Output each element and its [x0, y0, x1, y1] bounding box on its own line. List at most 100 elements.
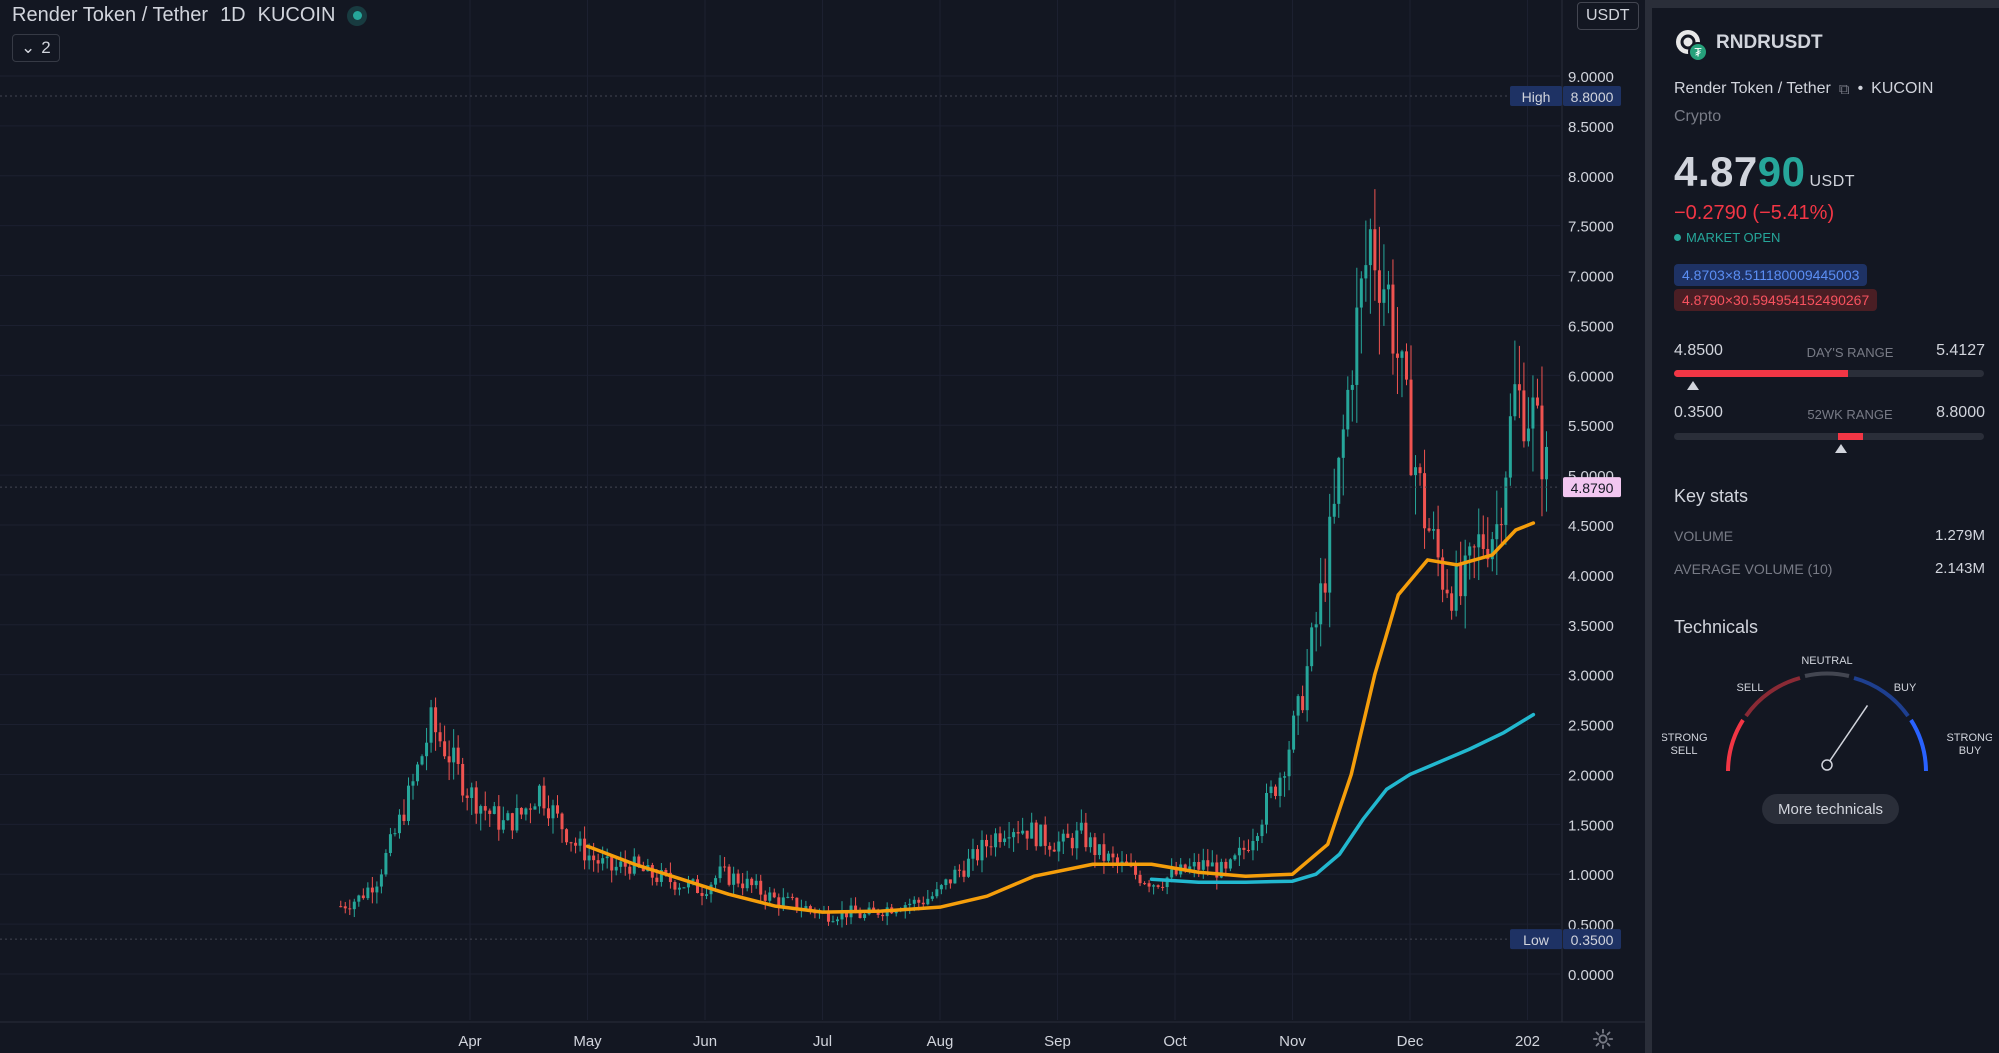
candle-body [994, 833, 998, 848]
candle-body [1170, 869, 1174, 878]
candle-body [831, 921, 835, 923]
candle-body [917, 899, 921, 903]
candle-body [1526, 428, 1530, 442]
candle-body [1310, 627, 1314, 667]
x-tick-label: Apr [458, 1033, 481, 1050]
y-tick-label: 4.5000 [1568, 518, 1614, 535]
candle-body [470, 787, 474, 798]
candle-body [447, 756, 451, 763]
candle-body [375, 886, 379, 893]
candle-body [1368, 229, 1372, 266]
price-currency: USDT [1809, 173, 1856, 190]
candle-body [1544, 446, 1548, 480]
candle-body [763, 894, 767, 901]
candle-body [569, 842, 573, 844]
description-text[interactable]: Render Token / Tether [1674, 80, 1831, 97]
candle-body [686, 880, 690, 888]
candle-body [1522, 390, 1526, 442]
candle-body [1319, 583, 1323, 625]
candle-body [1265, 793, 1269, 825]
legend-interval[interactable]: 1D [220, 4, 246, 26]
candle-body [953, 869, 957, 884]
candle-body [1468, 546, 1472, 556]
currency-badge[interactable]: USDT [1577, 2, 1639, 30]
candle-body [1237, 847, 1241, 856]
ask-badge: 4.8790×30.594954152490267 [1674, 289, 1878, 311]
candle-body [343, 906, 347, 909]
candle-body [1274, 786, 1278, 796]
chart-pane[interactable]: 0.0000 0.5000 1.0000 1.5000 2.0000 2.5000 3.00… [0, 0, 1645, 1053]
candle-body [741, 883, 745, 889]
legend-pair[interactable]: Render Token / Tether [12, 4, 209, 26]
candle-body [736, 873, 740, 884]
candle-body [370, 887, 374, 893]
y-tick-label: 2.0000 [1568, 767, 1614, 784]
candle-body [1382, 289, 1386, 303]
candle-body [429, 707, 433, 743]
days-range-title: DAY'S RANGE [1806, 345, 1894, 360]
candle-body [610, 856, 614, 871]
candle-body [1504, 477, 1508, 525]
bid-badge: 4.8703×8.511180009445003 [1674, 264, 1868, 286]
volume-value: 1.279M [1934, 527, 1985, 544]
panel-divider[interactable] [1645, 0, 1652, 1053]
candle-body [1535, 397, 1539, 406]
high-label: High [1522, 89, 1551, 105]
market-status: MARKET OPEN [1674, 230, 1780, 245]
candle-body [980, 839, 984, 861]
chart-legend[interactable]: Render Token / Tether 1D KUCOIN [12, 4, 368, 27]
candle-body [714, 878, 718, 885]
legend-exchange[interactable]: KUCOIN [257, 4, 336, 26]
candle-body [1161, 886, 1165, 888]
bullet-separator: • [1857, 80, 1864, 97]
candle-body [957, 869, 961, 871]
candle-body [348, 908, 352, 910]
gear-icon[interactable] [1592, 1028, 1614, 1050]
candle-body [1206, 860, 1210, 867]
y-tick-label: 5.5000 [1568, 418, 1614, 435]
volume-label: VOLUME [1674, 528, 1734, 544]
candle-body [1030, 822, 1034, 839]
candle-body [1251, 840, 1255, 851]
low-price-value: 0.3500 [1571, 932, 1614, 948]
candle-body [1391, 284, 1395, 354]
x-tick-label: May [573, 1033, 602, 1050]
legend-collapse-button[interactable]: ⌄ 2 [12, 34, 60, 62]
candle-body [985, 839, 989, 847]
gauge-strong-sell-label: STRONG SELL [1662, 732, 1708, 757]
low-label: Low [1523, 932, 1550, 948]
candle-body [1097, 844, 1101, 856]
candle-body [1337, 457, 1341, 504]
candle-body [1048, 845, 1052, 850]
candle-body [1143, 883, 1147, 885]
candle-body [614, 866, 618, 871]
candle-body [361, 895, 365, 899]
candle-body [930, 896, 934, 899]
candle-body [1088, 837, 1092, 848]
symbol-name[interactable]: RNDRUSDT [1716, 32, 1823, 53]
y-tick-label: 8.0000 [1568, 169, 1614, 186]
candle-body [1540, 405, 1544, 480]
high-price-value: 8.8000 [1571, 89, 1614, 105]
candle-body [515, 807, 519, 831]
candle-body [1404, 351, 1408, 380]
candle-body [921, 902, 925, 905]
candle-body [1400, 351, 1404, 358]
candle-body [750, 878, 754, 886]
candle-body [1355, 307, 1359, 385]
candle-body [1102, 844, 1106, 861]
external-link-icon[interactable]: ⧉ [1838, 80, 1850, 98]
candle-body [1115, 857, 1119, 863]
price-chart[interactable]: 0.00000.50001.00001.50002.00002.50003.00… [0, 0, 1645, 1053]
technicals-gauge[interactable]: STRONG SELL SELL NEUTRAL BUY STRONG BUY [1662, 643, 1992, 793]
y-tick-label: 6.5000 [1568, 318, 1614, 335]
candle-body [1490, 539, 1494, 560]
candle-body [1346, 389, 1350, 430]
more-technicals-button[interactable]: More technicals [1762, 794, 1900, 824]
candle-body [411, 781, 415, 786]
candle-body [682, 887, 686, 889]
candle-body [556, 805, 560, 814]
candle-body [406, 785, 410, 822]
wk52-range-bar [1674, 433, 1984, 440]
candle-body [1292, 715, 1296, 750]
